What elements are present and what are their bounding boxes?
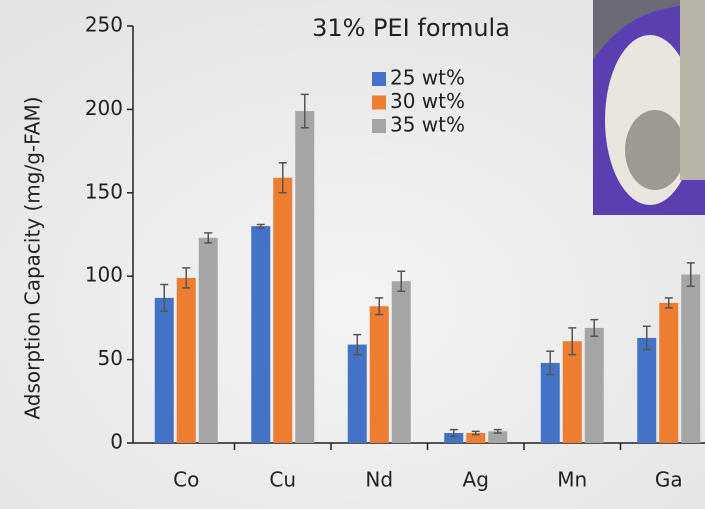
x-tick-label: Mn	[557, 468, 587, 492]
y-tick-label: 100	[85, 263, 123, 287]
y-tick-label: 0	[110, 430, 123, 454]
bar	[177, 278, 196, 443]
legend-label: 35 wt%	[390, 113, 465, 137]
bar	[681, 275, 700, 443]
x-tick-label: Nd	[365, 468, 393, 492]
bar	[637, 338, 656, 443]
legend-label: 30 wt%	[390, 89, 465, 113]
legend-label: 25 wt%	[390, 66, 465, 90]
bar	[585, 328, 604, 443]
photo-inset	[593, 0, 705, 215]
chart: 31% PEI formula Adsorption Capacity (mg/…	[0, 0, 705, 509]
bar	[155, 298, 174, 443]
y-tick-label: 150	[85, 179, 123, 203]
bar	[348, 345, 367, 443]
legend-swatch	[372, 72, 386, 86]
y-tick-label: 200	[85, 96, 123, 120]
x-tick-label: Cu	[269, 468, 296, 492]
bar	[563, 341, 582, 443]
bar	[251, 226, 270, 443]
bar	[370, 306, 389, 443]
bar	[659, 303, 678, 443]
bar	[273, 178, 292, 443]
x-tick-label: Ag	[463, 468, 489, 492]
legend-swatch	[372, 119, 386, 133]
bar	[295, 111, 314, 443]
bar	[199, 238, 218, 443]
x-tick-label: Ga	[655, 468, 683, 492]
bar	[392, 281, 411, 443]
y-tick-label: 250	[85, 13, 123, 37]
legend-swatch	[372, 96, 386, 110]
y-tick-label: 50	[98, 346, 123, 370]
y-axis-label: Adsorption Capacity (mg/g-FAM)	[21, 96, 45, 419]
x-tick-label: Co	[173, 468, 199, 492]
chart-title: 31% PEI formula	[312, 14, 510, 42]
